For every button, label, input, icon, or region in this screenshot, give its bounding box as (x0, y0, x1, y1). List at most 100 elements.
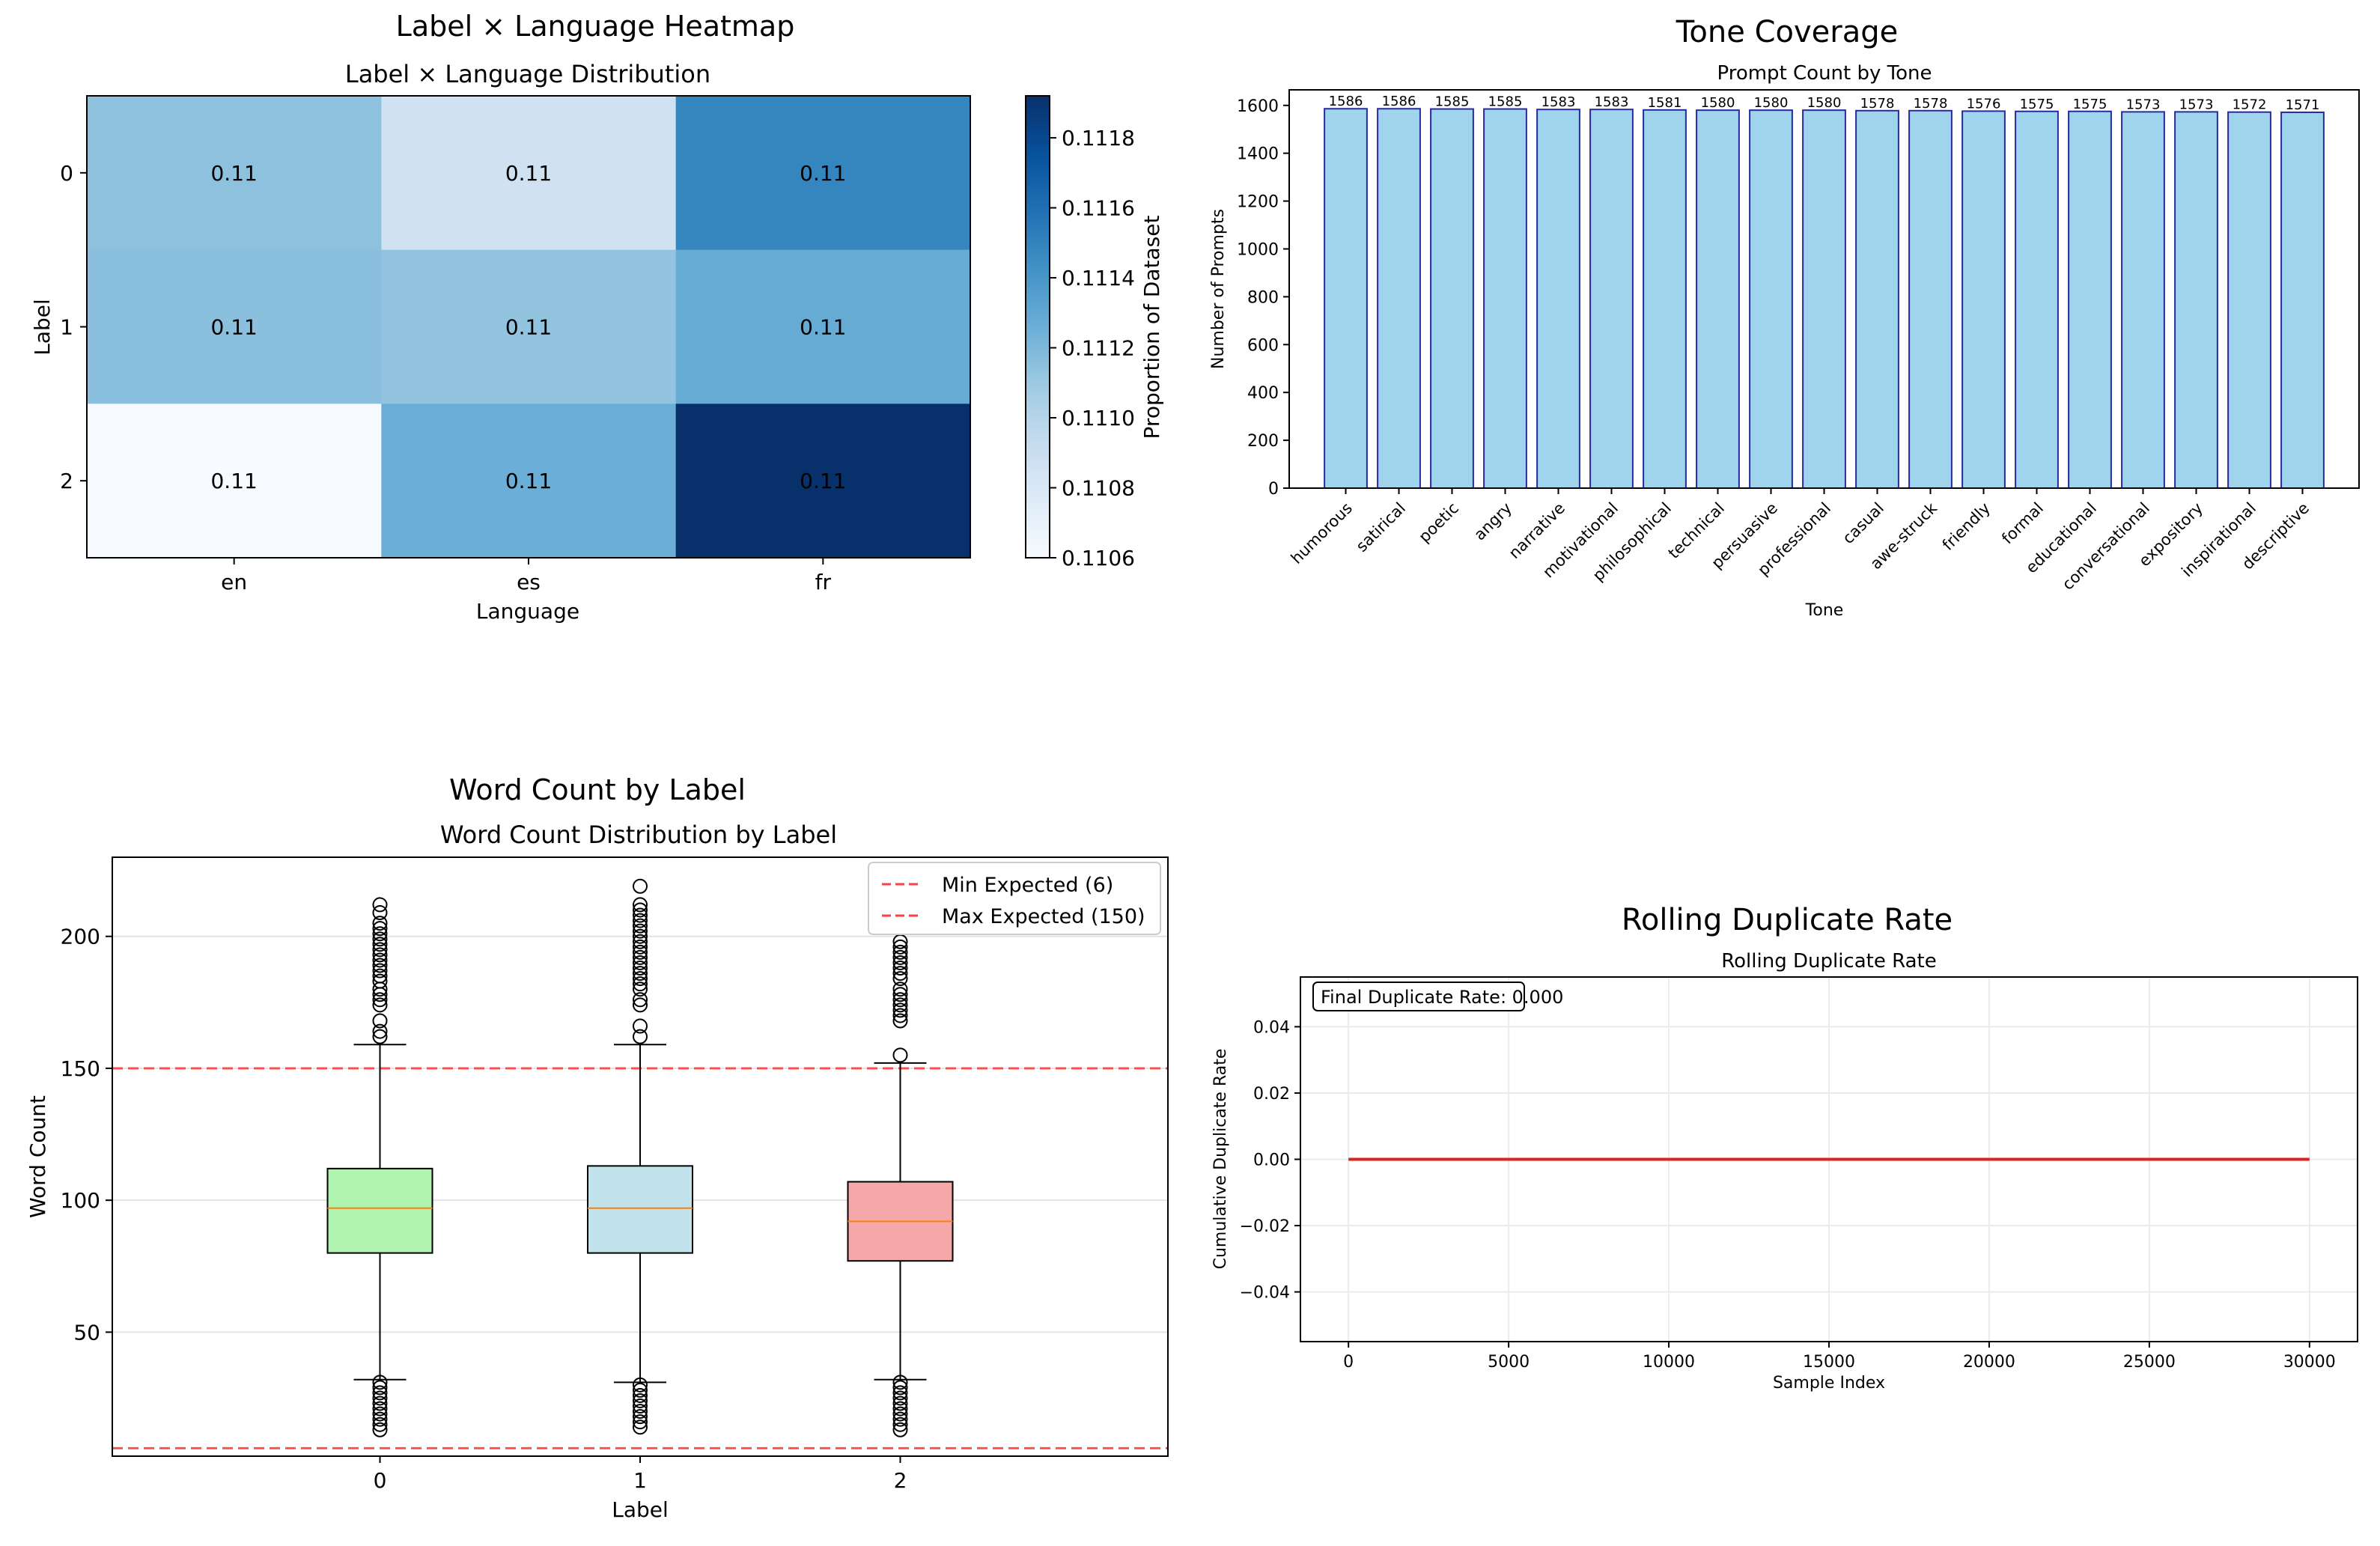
tone-xtick-label: poetic (1415, 499, 1462, 547)
boxplot-outlier (892, 939, 908, 955)
boxplot-outlier (892, 982, 908, 997)
boxplot-outlier (633, 913, 648, 928)
tone-bar (1483, 108, 1527, 489)
heatmap-cell (675, 404, 971, 559)
boxplot-outlier (372, 1385, 388, 1401)
boxplot-outlier (372, 897, 388, 913)
heatmap-cell (381, 96, 677, 251)
heatmap-ytick-label: 0 (60, 161, 73, 186)
duplicate-title: Rolling Duplicate Rate (1721, 950, 1936, 973)
legend-max-label: Max Expected (150) (942, 905, 1145, 928)
boxplot-outlier (633, 1414, 648, 1430)
tone-bar-value: 1585 (1488, 94, 1523, 110)
tone-ytick-label: 400 (1247, 384, 1279, 403)
duplicate-ytick-label: −0.04 (1240, 1284, 1290, 1303)
tone-xtick-label: satirical (1353, 499, 1409, 556)
boxplot-outlier (372, 952, 388, 968)
tone-bar (2015, 110, 2059, 490)
boxplot-outlier (372, 916, 388, 931)
tone-bar (1377, 108, 1421, 489)
boxplot-outlier (633, 1382, 648, 1398)
boxplot-outlier (633, 878, 648, 894)
colorbar-tick-label: 0.1114 (1062, 266, 1135, 290)
duplicate-ytick-label: 0.04 (1253, 1018, 1290, 1037)
boxplot-outlier (892, 966, 908, 982)
duplicate-ytick-label: 0.00 (1253, 1151, 1290, 1170)
tone-bar (2174, 111, 2218, 490)
tone-ytick-label: 200 (1247, 432, 1279, 451)
duplicate-suptitle: Rolling Duplicate Rate (1622, 903, 1953, 937)
boxplot-outlier (633, 955, 648, 970)
boxplot-outlier (892, 1380, 908, 1396)
boxplot-outlier (372, 942, 388, 958)
boxplot-outlier (372, 973, 388, 989)
boxplot-outlier (633, 949, 648, 965)
boxplot-outlier (633, 971, 648, 987)
tone-bar (2280, 112, 2325, 490)
boxplot-ytick-label: 150 (61, 1056, 100, 1081)
boxplot-outlier (372, 1390, 388, 1406)
tone-bar-value: 1578 (1914, 96, 1948, 112)
duplicate-xlabel: Sample Index (1773, 1374, 1885, 1393)
final-rate-box (1312, 982, 1525, 1011)
tone-bar-value: 1580 (1754, 95, 1789, 111)
boxplot-ytick-label: 100 (61, 1188, 100, 1213)
tone-bar-value: 1578 (1860, 96, 1895, 112)
tone-bars: 1586 1586 1585 1585 1583 1583 1581 1580 1580 1580… (1324, 94, 2325, 490)
boxplot-outlier (892, 1396, 908, 1411)
duplicate-xtick-label: 25000 (2123, 1353, 2176, 1372)
tone-xtick-label: humorous (1288, 499, 1356, 567)
duplicate-xtick-label: 20000 (1963, 1353, 2015, 1372)
boxplot-outlier (892, 955, 908, 970)
heatmap-cell-label: 0.11 (800, 315, 846, 340)
heatmap-ticks: en es fr 0 1 2 (60, 161, 831, 594)
boxplot-outlier (633, 1018, 648, 1034)
boxplot-outlier (372, 931, 388, 947)
tone-bar-value: 1585 (1435, 94, 1470, 110)
heatmap-cell-label: 0.11 (210, 469, 257, 493)
heatmap-panel: Label × Language Heatmap Label × Languag… (30, 10, 1164, 624)
boxplot-outlier (892, 971, 908, 987)
duplicate-ticks: 0 5000 10000 15000 20000 25000 30000 0.04 0.02 0.… (1240, 1018, 2336, 1372)
boxplot-outlier (372, 1380, 388, 1396)
heatmap-xtick-label: es (517, 570, 541, 594)
wordcount-suptitle: Word Count by Label (449, 773, 746, 806)
heatmap-ytick-label: 2 (60, 469, 73, 493)
tone-bar (1855, 109, 1899, 490)
boxplot-outlier (372, 968, 388, 984)
tone-ylabel: Number of Prompts (1209, 209, 1228, 369)
boxplot-outlier (892, 944, 908, 960)
boxplot-outlier (892, 949, 908, 965)
duplicate-ytick-label: −0.02 (1240, 1217, 1290, 1236)
colorbar-tick-label: 0.1106 (1062, 546, 1135, 570)
boxplot-outlier (372, 1416, 388, 1432)
heatmap-cell (87, 96, 382, 251)
boxplot-outlier (892, 987, 908, 1002)
boxplot-outlier (633, 918, 648, 934)
tone-xtick-label: casual (1839, 499, 1887, 548)
boxplot-outlier (892, 1401, 908, 1416)
tone-bar-value: 1583 (1541, 94, 1576, 110)
tone-bar (1961, 110, 2006, 490)
boxplot-outlier (892, 1411, 908, 1427)
tone-bar (2121, 111, 2165, 490)
boxplot-outlier (633, 1387, 648, 1403)
tone-bar-value: 1573 (2179, 97, 2214, 112)
heatmap-ylabel: Label (30, 299, 55, 356)
wordcount-panel: Word Count by Label Word Count Distribut… (25, 773, 1169, 1522)
heatmap-cell (87, 404, 382, 559)
legend-min-label: Min Expected (6) (942, 874, 1113, 897)
tone-suptitle: Tone Coverage (1676, 15, 1898, 49)
boxplot-outlier (372, 1396, 388, 1411)
duplicate-xtick-label: 30000 (2283, 1353, 2336, 1372)
duplicate-panel: Rolling Duplicate Rate Rolling Duplicate… (1211, 903, 2358, 1393)
boxplot-outlier (372, 992, 388, 1008)
boxplot-outlier (892, 1047, 908, 1063)
boxplot-outlier (372, 1406, 388, 1422)
heatmap-cell-label: 0.11 (505, 315, 552, 340)
boxplot-outlier (633, 992, 648, 1008)
heatmap-xlabel: Language (476, 599, 579, 624)
boxplot-outlier (633, 1393, 648, 1408)
tone-xtick-label: friendly (1939, 499, 1994, 554)
boxplot-outlier (372, 905, 388, 921)
